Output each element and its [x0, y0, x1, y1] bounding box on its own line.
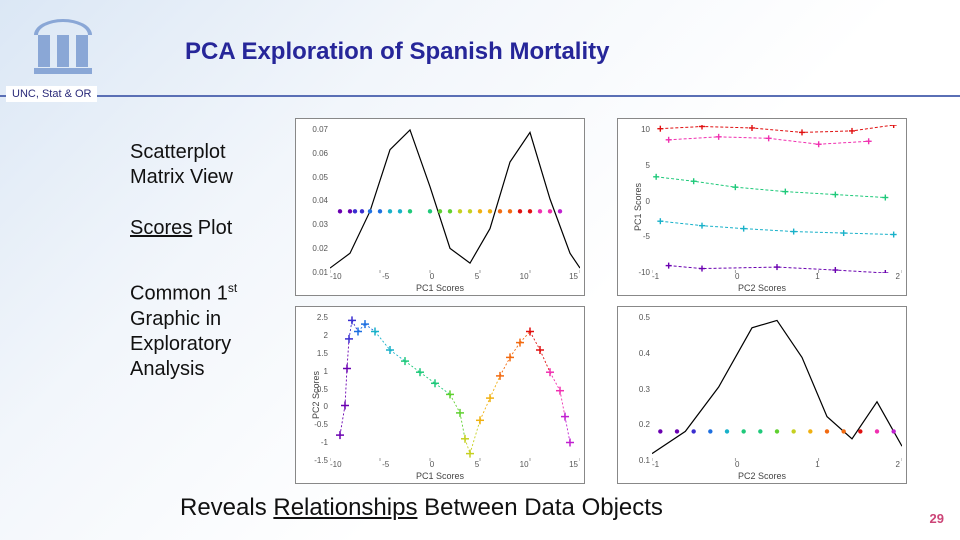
- t: st: [228, 281, 237, 295]
- y-ticks: 0.50.40.30.20.1: [624, 313, 650, 465]
- sidebar-block-1: Scatterplot Matrix View: [130, 140, 300, 190]
- affiliation: UNC, Stat & OR: [6, 86, 97, 102]
- x-ticks: -10-5051015: [330, 460, 578, 469]
- scatterplot-matrix: 0.070.060.050.040.030.020.01 -10-5051015…: [295, 118, 907, 484]
- page-number: 29: [930, 511, 944, 526]
- plot-pc2-vs-pc1: PC1 Scores 1050-5-10 -1012 PC2 Scores: [617, 118, 907, 296]
- x-ticks: -1012: [652, 460, 900, 469]
- x-axis-label: PC2 Scores: [738, 471, 786, 481]
- x-axis-label: PC1 Scores: [416, 471, 464, 481]
- title-divider: [0, 95, 960, 97]
- sidebar-block-3: Common 1st Graphic in Exploratory Analys…: [130, 281, 300, 382]
- plot-pc1-kde: 0.070.060.050.040.030.020.01 -10-5051015…: [295, 118, 585, 296]
- y-ticks: 0.070.060.050.040.030.020.01: [302, 125, 328, 277]
- unc-logo: [28, 18, 98, 83]
- t: Common 1: [130, 283, 228, 305]
- y-ticks: 2.521.510.50-0.5-1-1.5: [302, 313, 328, 465]
- plot-pc2-kde: 0.50.40.30.20.1 -1012 PC2 Scores: [617, 306, 907, 484]
- t: Scores: [130, 217, 192, 239]
- t: Scatterplot: [130, 141, 226, 163]
- slide-title: PCA Exploration of Spanish Mortality: [185, 38, 609, 66]
- t: Graphic in Exploratory Analysis: [130, 308, 231, 380]
- x-ticks: -1012: [652, 272, 900, 281]
- sidebar-block-2: Scores Plot: [130, 216, 300, 241]
- x-axis-label: PC1 Scores: [416, 283, 464, 293]
- t: Plot: [192, 217, 232, 239]
- sidebar-text: Scatterplot Matrix View Scores Plot Comm…: [130, 140, 300, 408]
- x-axis-label: PC2 Scores: [738, 283, 786, 293]
- footer-text: Reveals Relationships Between Data Objec…: [180, 494, 663, 522]
- t: Between Data Objects: [417, 494, 662, 521]
- t: Matrix View: [130, 166, 233, 188]
- y-ticks: 1050-5-10: [624, 125, 650, 277]
- x-ticks: -10-5051015: [330, 272, 578, 281]
- plot-pc1-vs-pc2: PC2 Scores 2.521.510.50-0.5-1-1.5 -10-50…: [295, 306, 585, 484]
- t: Reveals: [180, 494, 273, 521]
- t: Relationships: [273, 494, 417, 521]
